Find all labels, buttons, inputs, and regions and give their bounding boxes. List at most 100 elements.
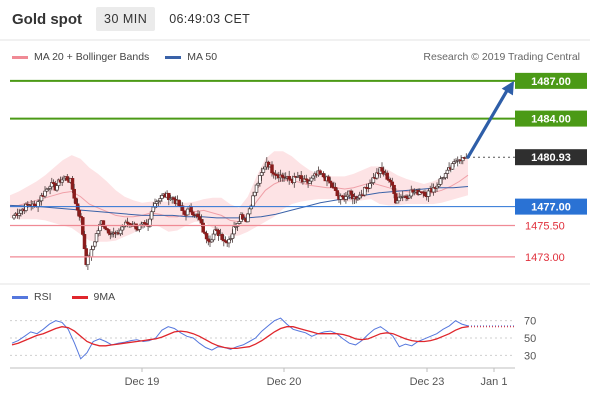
rsi-line bbox=[11, 317, 469, 360]
x-tick-label: Dec 19 bbox=[125, 376, 160, 388]
candle bbox=[304, 174, 309, 181]
candle-body-up bbox=[251, 195, 255, 207]
ma50-label: MA 50 bbox=[187, 51, 218, 63]
candle-body-up bbox=[445, 169, 450, 174]
candle-body-down bbox=[74, 197, 78, 205]
candle-body-down bbox=[182, 210, 186, 215]
candle-body-up bbox=[86, 255, 90, 265]
candle bbox=[452, 158, 456, 168]
candle-body-down bbox=[335, 190, 340, 197]
legend-rsi-ma: 9MA bbox=[71, 291, 116, 303]
legend-rsi: RSI bbox=[12, 291, 52, 303]
timestamp: 06:49:03 CET bbox=[169, 12, 251, 26]
credit-text: Research © 2019 Trading Central bbox=[423, 51, 580, 63]
candle-body-up bbox=[309, 177, 314, 182]
x-tick-label: Dec 23 bbox=[410, 376, 445, 388]
candle bbox=[455, 156, 460, 167]
candle-body-up bbox=[55, 185, 59, 191]
candle-body-down bbox=[220, 233, 224, 240]
ma50-swatch bbox=[165, 55, 182, 59]
candle bbox=[191, 210, 195, 218]
candle bbox=[177, 199, 181, 207]
candle-body-up bbox=[158, 198, 162, 202]
candle-body-down bbox=[204, 233, 209, 240]
candle-body-down bbox=[330, 182, 334, 188]
candle bbox=[74, 197, 78, 205]
candle-body-up bbox=[253, 191, 257, 197]
timeframe-badge[interactable]: 30 MIN bbox=[96, 7, 156, 31]
candle-body-up bbox=[17, 212, 21, 216]
candle-body-up bbox=[254, 184, 259, 193]
price-legend: MA 20 + Bollinger Bands MA 50 bbox=[12, 50, 233, 64]
candle-body-up bbox=[43, 190, 47, 197]
candle bbox=[418, 188, 422, 196]
candle-body-up bbox=[443, 173, 448, 179]
candle-body-down bbox=[392, 184, 396, 194]
candle-body-up bbox=[452, 161, 456, 164]
candle-body-up bbox=[261, 168, 266, 173]
candle-body-up bbox=[438, 178, 443, 185]
candle bbox=[185, 208, 190, 216]
candle-body-up bbox=[185, 208, 190, 216]
candle-body-up bbox=[118, 229, 123, 235]
candle-body-up bbox=[96, 230, 101, 234]
chart-header: Gold spot 30 MIN 06:49:03 CET bbox=[0, 0, 590, 38]
candle bbox=[246, 213, 250, 223]
candles-group bbox=[12, 153, 469, 270]
level-1475-50-label: 1475.50 bbox=[525, 220, 565, 232]
level-1484-00-label: 1484.00 bbox=[531, 114, 571, 126]
candle-body-down bbox=[134, 223, 138, 230]
candle-body-up bbox=[120, 226, 125, 231]
candle-body-up bbox=[450, 163, 455, 170]
candle-body-down bbox=[326, 176, 331, 182]
rsi-swatch bbox=[12, 295, 28, 299]
level-1477-00-label: 1477.00 bbox=[531, 202, 571, 214]
candle-body-down bbox=[321, 173, 326, 178]
level-1480-93-tag bbox=[515, 149, 587, 166]
candle-body-up bbox=[356, 197, 360, 200]
candle bbox=[356, 197, 360, 201]
candle-body-up bbox=[227, 239, 231, 244]
legend-ma50: MA 50 bbox=[165, 51, 217, 63]
level-1484-00-tag bbox=[515, 110, 587, 127]
candle-body-down bbox=[70, 178, 75, 190]
candle-body-down bbox=[380, 167, 384, 172]
candle-body-down bbox=[191, 211, 195, 216]
candle-body-up bbox=[234, 226, 238, 228]
candle-body-down bbox=[349, 190, 353, 195]
candle-body-up bbox=[149, 211, 154, 220]
candle-body-down bbox=[72, 188, 76, 199]
candle-body-up bbox=[93, 241, 97, 247]
candle-body-down bbox=[32, 203, 37, 206]
candle-body-up bbox=[426, 190, 431, 197]
projection-arrow-shaft bbox=[466, 87, 510, 159]
candle bbox=[438, 175, 443, 186]
candle bbox=[94, 233, 99, 244]
candle-body-down bbox=[270, 164, 274, 174]
candle-body-up bbox=[230, 233, 235, 239]
candle-body-up bbox=[259, 172, 264, 176]
level-1480-93-label: 1480.93 bbox=[531, 152, 571, 164]
candle-body-down bbox=[304, 178, 309, 181]
rsi-tick-50: 50 bbox=[524, 333, 536, 345]
candle-body-up bbox=[137, 225, 142, 230]
candle bbox=[103, 225, 107, 231]
candle-body-down bbox=[77, 209, 82, 217]
rsi-tick-70: 70 bbox=[524, 316, 536, 328]
candle-body-down bbox=[65, 176, 70, 181]
candle-body-up bbox=[247, 208, 252, 215]
candle-body-down bbox=[333, 187, 338, 191]
candle bbox=[338, 193, 343, 205]
candle-body-up bbox=[91, 245, 95, 250]
candle-body-down bbox=[103, 226, 107, 229]
candle-body-up bbox=[368, 183, 372, 189]
candle-body-down bbox=[196, 213, 200, 218]
candle-body-down bbox=[189, 206, 193, 213]
bollinger-band-area bbox=[10, 151, 468, 242]
candle-body-down bbox=[177, 199, 181, 207]
projection-arrow-head bbox=[501, 80, 514, 96]
candle-body-down bbox=[299, 175, 303, 180]
rsi-ma-label: 9MA bbox=[93, 291, 116, 303]
candle-body-down bbox=[201, 222, 205, 233]
bollinger-swatch bbox=[12, 55, 28, 59]
